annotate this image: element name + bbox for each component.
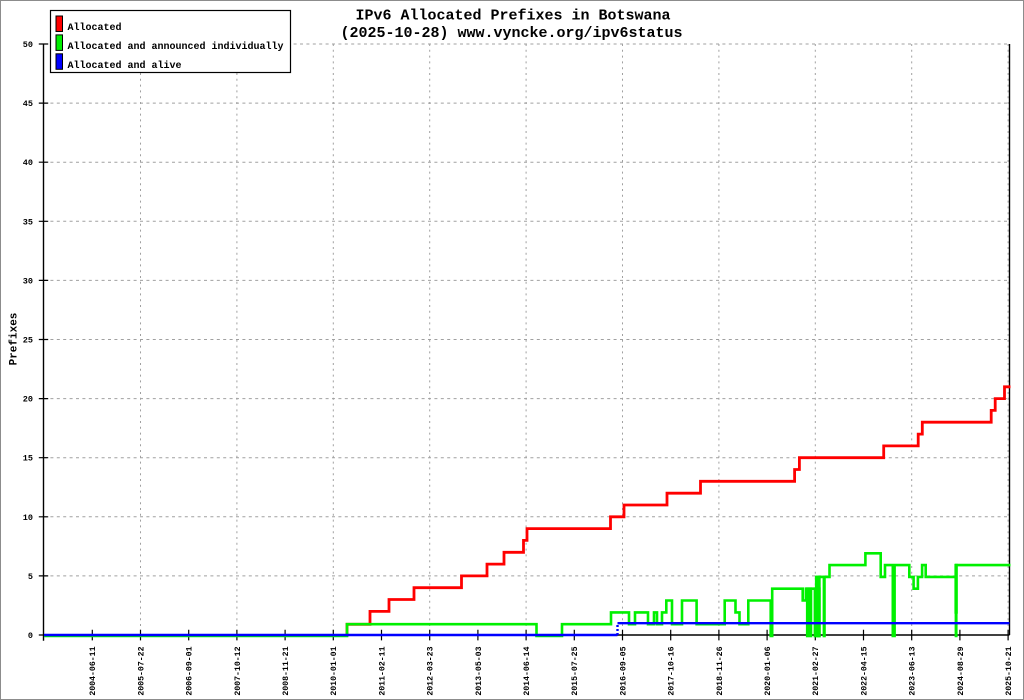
svg-text:2016-09-05: 2016-09-05 (619, 646, 628, 695)
svg-text:30: 30 (22, 276, 32, 286)
svg-text:2010-01-01: 2010-01-01 (330, 646, 339, 695)
svg-text:2020-01-06: 2020-01-06 (764, 646, 773, 695)
svg-text:45: 45 (22, 99, 32, 109)
svg-text:2022-04-15: 2022-04-15 (860, 646, 869, 695)
svg-text:15: 15 (22, 453, 32, 463)
svg-text:40: 40 (22, 158, 32, 168)
svg-text:2008-11-21: 2008-11-21 (282, 646, 291, 695)
svg-text:Prefixes: Prefixes (8, 312, 20, 365)
svg-text:20: 20 (22, 394, 32, 404)
svg-text:50: 50 (22, 40, 32, 50)
svg-text:35: 35 (22, 217, 32, 227)
svg-text:2005-07-22: 2005-07-22 (137, 646, 146, 695)
svg-text:2007-10-12: 2007-10-12 (233, 646, 242, 695)
svg-text:2023-06-13: 2023-06-13 (908, 646, 917, 695)
svg-text:2025-10-21: 2025-10-21 (1005, 646, 1014, 695)
svg-text:2014-06-14: 2014-06-14 (523, 646, 532, 695)
svg-text:2006-09-01: 2006-09-01 (185, 646, 194, 695)
svg-text:Allocated and announced indivi: Allocated and announced individually (67, 40, 283, 52)
svg-text:Allocated and alive: Allocated and alive (67, 59, 181, 71)
svg-text:2021-02-27: 2021-02-27 (812, 646, 821, 695)
svg-text:Allocated: Allocated (67, 22, 121, 34)
svg-text:2011-02-11: 2011-02-11 (378, 646, 387, 695)
svg-text:2024-08-29: 2024-08-29 (956, 646, 965, 695)
svg-text:5: 5 (27, 571, 32, 581)
svg-text:2018-11-26: 2018-11-26 (715, 646, 724, 695)
svg-text:2015-07-25: 2015-07-25 (571, 646, 580, 695)
svg-text:25: 25 (22, 335, 32, 345)
svg-text:0: 0 (27, 631, 32, 641)
svg-text:(2025-10-28) www.vyncke.org/ip: (2025-10-28) www.vyncke.org/ipv6status (340, 24, 682, 41)
svg-text:2012-03-23: 2012-03-23 (426, 646, 435, 695)
svg-text:2013-05-03: 2013-05-03 (474, 646, 483, 695)
svg-text:2017-10-16: 2017-10-16 (667, 646, 676, 695)
svg-text:IPv6 Allocated Prefixes in Bot: IPv6 Allocated Prefixes in Botswana (355, 7, 670, 24)
svg-text:2004-06-11: 2004-06-11 (89, 646, 98, 695)
svg-text:10: 10 (22, 512, 32, 522)
